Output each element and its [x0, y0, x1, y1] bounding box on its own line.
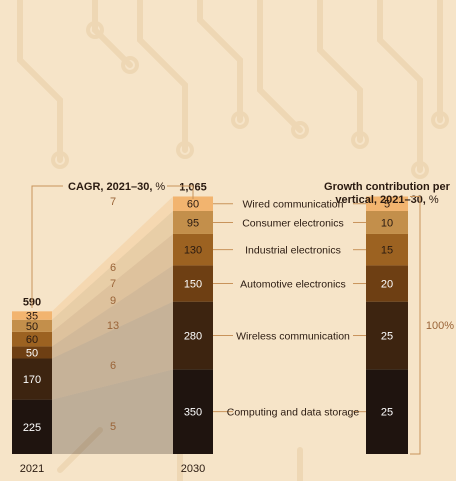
- segment-value: 350: [184, 407, 202, 419]
- circuit-trace: [317, 0, 363, 143]
- circuit-node: [431, 111, 449, 129]
- segment-value: 95: [187, 217, 199, 229]
- bar-segment: [173, 233, 213, 266]
- vertical-name: Computing and data storage: [227, 407, 360, 419]
- contribution-bar: [366, 196, 408, 454]
- circuit-node: [86, 21, 104, 39]
- cagr-title-text: CAGR, 2021–30,: [68, 181, 152, 193]
- circuit-trace: [57, 427, 103, 473]
- segment-value: 50: [26, 347, 38, 359]
- vertical-name: Wireless communication: [236, 331, 350, 343]
- contribution-title-line2: vertical, 2021–30,%: [335, 194, 439, 206]
- labels: 2251705060503535028015013095605901,06520…: [20, 181, 455, 475]
- contribution-segment: [366, 301, 408, 370]
- contribution-segment: [366, 233, 408, 266]
- contribution-bracket: [410, 195, 421, 455]
- segment-value: 280: [184, 331, 202, 343]
- bar-segment: [173, 210, 213, 234]
- circuit-trace: [17, 0, 63, 163]
- contribution-value: 15: [381, 245, 393, 257]
- contribution-title-line1: Growth contribution per: [324, 181, 451, 193]
- flow-band: [52, 196, 173, 320]
- category-label: 2030: [181, 463, 205, 475]
- circuit-trace: [197, 0, 243, 123]
- flow-band: [52, 233, 173, 347]
- contribution-segment: [366, 369, 408, 454]
- bar-segment: [12, 346, 52, 359]
- contribution-segment: [366, 265, 408, 302]
- segment-value: 170: [23, 374, 41, 386]
- circuit-node: [291, 121, 309, 139]
- segment-value: 60: [26, 334, 38, 346]
- circuit-node: [51, 151, 69, 169]
- contribution-value: 20: [381, 279, 393, 291]
- vertical-name: Consumer electronics: [242, 217, 344, 229]
- segment-value: 60: [187, 199, 199, 211]
- cagr-value: 6: [110, 262, 116, 274]
- category-label: 2021: [20, 463, 44, 475]
- contribution-title-text: vertical, 2021–30,: [335, 194, 426, 206]
- contribution-total: 100%: [426, 320, 454, 332]
- flow-band: [52, 301, 173, 400]
- vertical-name: Automotive electronics: [240, 279, 346, 291]
- contribution-segment: [366, 210, 408, 234]
- circuit-node: [351, 131, 369, 149]
- bar-segment: [12, 358, 52, 400]
- circuit-node: [411, 161, 429, 179]
- bar-segment: [173, 369, 213, 454]
- contribution-value: 5: [384, 199, 390, 211]
- cagr-bracket: [167, 185, 194, 199]
- bar-segment: [12, 331, 52, 347]
- cagr-value: 6: [110, 360, 116, 372]
- cagr-title-unit: %: [155, 181, 165, 193]
- circuit-trace: [92, 0, 133, 68]
- segment-value: 150: [184, 279, 202, 291]
- bar-segment: [12, 319, 52, 332]
- bar-segment: [173, 196, 213, 211]
- circuit-node: [121, 56, 139, 74]
- contribution-title-unit: %: [429, 194, 439, 206]
- cagr-value: 7: [110, 278, 116, 290]
- segment-value: 225: [23, 422, 41, 434]
- vertical-name: Industrial electronics: [245, 245, 341, 257]
- cagr-value: 5: [110, 421, 116, 433]
- growth-flow-bands: [52, 196, 173, 454]
- circuit-background: [17, 0, 449, 481]
- flow-band: [52, 210, 173, 332]
- flow-band: [52, 265, 173, 359]
- circuit-trace: [137, 0, 188, 153]
- flow-band: [52, 369, 173, 454]
- bar-segment: [12, 311, 52, 320]
- bar-segment: [173, 265, 213, 302]
- circuit-node: [231, 111, 249, 129]
- cagr-total: 7: [110, 196, 116, 208]
- contribution-value: 25: [381, 331, 393, 343]
- bar-segment: [173, 301, 213, 370]
- cagr-title: CAGR, 2021–30,%: [68, 181, 165, 193]
- stacked-bars: [12, 196, 213, 454]
- cagr-bracket: [31, 185, 63, 308]
- bar-segment: [12, 399, 52, 454]
- cagr-value: 13: [107, 320, 119, 332]
- segment-value: 50: [26, 321, 38, 333]
- contribution-value: 25: [381, 407, 393, 419]
- vertical-name: Wired communication: [243, 199, 344, 211]
- segment-value: 35: [26, 311, 38, 323]
- circuit-node: [176, 141, 194, 159]
- circuit-trace: [257, 0, 303, 133]
- contribution-segment: [366, 196, 408, 211]
- cagr-value: 9: [110, 295, 116, 307]
- segment-value: 130: [184, 245, 202, 257]
- circuit-trace: [377, 0, 423, 173]
- contribution-value: 10: [381, 217, 393, 229]
